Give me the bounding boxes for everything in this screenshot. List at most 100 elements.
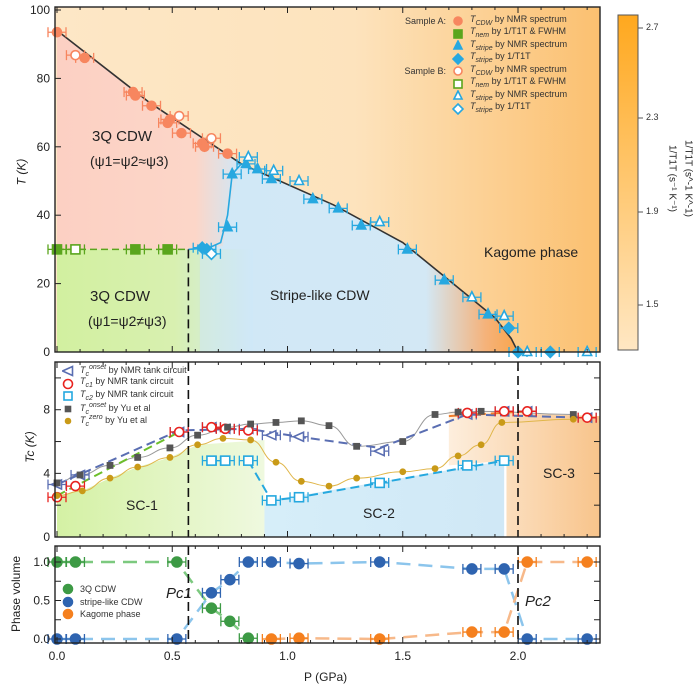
data-point [477,441,485,449]
legend-item: Tnem by 1/T1T & FWHM [400,76,567,91]
x-tick-label: 1.5 [394,649,411,663]
legend-item: Tstripe by NMR spectrum [400,88,568,103]
data-point [226,166,238,179]
data-point [247,436,255,444]
data-point [581,633,593,645]
data-point [569,415,577,423]
top-panel-frame [54,6,601,353]
data-point [498,406,510,417]
legend-marker-shape [453,16,463,27]
data-point [466,626,478,638]
region-label-sc1: SC-1 [126,497,158,513]
data-point [477,407,485,415]
legend-marker-shape [452,90,464,101]
data-point [297,417,305,425]
data-point [454,452,462,460]
legend-text: Kagome phase [80,609,141,619]
data-point [242,632,255,645]
colorbar-tick: 1.9 [646,206,659,216]
legend-item: Tstripe by NMR spectrum [400,39,567,53]
data-point [251,161,264,174]
x-tick-label: 0.5 [164,649,181,663]
data-point [438,272,451,285]
data-point [146,100,157,112]
data-point [242,149,255,162]
phase-label-stripe-cdw: Stripe-like CDW [270,287,370,303]
legend-marker-shape [64,417,72,425]
data-point [69,556,82,568]
data-point [221,219,234,232]
data-point [265,171,278,184]
data-point [431,411,439,418]
data-point [194,441,202,449]
legend-item: Tconset by Yu et al [62,402,187,416]
data-point [374,477,386,489]
middle-legend: Tconset by NMR tank circuit Tc1 by NMR ta… [62,364,187,428]
legend-item: Tconset by NMR tank circuit [62,364,187,378]
data-point [194,431,202,439]
phase-label-kagome: Kagome phase [484,244,579,260]
legend-marker-shape [63,391,73,402]
data-point [219,434,227,442]
legend-text: TCDW by NMR spectrum [470,13,567,27]
data-point [176,127,187,139]
colorbar [617,14,639,351]
colorbar-label-plain: 1/T1T (s^-1 K^-1) [682,140,694,217]
pc1-label: Pc1 [166,585,192,602]
y-tick-label: 60 [37,140,51,154]
legend-text: Tstripe by NMR spectrum [470,88,568,102]
data-point [461,460,473,471]
circle-marker-icon [453,66,463,77]
data-point [498,563,510,575]
phase-label-3q-cdw-high: 3Q CDW [92,128,152,145]
legend-text: Tstripe by 1/T1T [470,51,531,64]
legend-marker-shape [62,608,74,620]
data-point [70,49,81,61]
phase-label-3q-cdw-low-order: (ψ1=ψ2≠ψ3) [88,313,167,329]
data-point [206,132,217,144]
data-point [51,26,63,38]
data-point [78,487,86,495]
data-point [399,438,407,445]
data-point [205,586,218,599]
x-axis-label: P (GPa) [304,670,348,684]
y-tick-label: 1.0 [33,555,50,569]
legend-text: Tc2 by NMR tank circuit [80,388,174,402]
y-tick-label: 8 [43,403,50,417]
circle-marker-icon [62,378,74,390]
data-point [482,307,494,319]
triangle-marker-icon [452,90,464,101]
data-point [498,308,510,321]
region-label-sc3: SC-3 [543,465,575,481]
legend-item: Tc2 by NMR tank circuit [62,388,187,403]
legend-text: Tconset by Yu et al [80,401,151,416]
data-point [293,557,305,570]
legend-text: stripe-like CDW [80,596,143,607]
legend-item: Tnem by 1/T1T & FWHM [400,26,567,41]
data-point [297,477,305,485]
middle-panel-frame [54,361,601,538]
data-point [224,423,231,431]
circle-marker-icon [453,16,463,27]
data-point [325,422,333,430]
data-point [272,419,280,426]
legend-text: Tnem by 1/T1T & FWHM [470,76,566,89]
data-point [173,426,185,438]
data-point [205,602,218,615]
triangle-marker-icon [452,40,464,51]
data-point [521,633,534,645]
data-point [332,201,345,213]
legend-marker-shape [62,583,74,595]
data-point [272,458,280,466]
data-point [466,289,478,302]
legend-sample-label: Sample A: [404,16,446,26]
legend-text: TCDW by NMR spectrum [470,63,567,77]
legend-marker-shape [453,66,463,77]
legend-marker-shape [453,78,463,89]
x-tick-label: 1.0 [279,649,296,663]
data-point [373,633,386,645]
data-point [51,244,63,255]
top-ylabel: T (K) [14,158,29,186]
